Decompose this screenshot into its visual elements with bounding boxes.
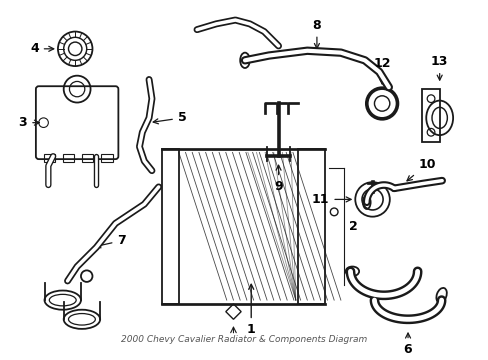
Text: 11: 11 [311, 193, 350, 206]
Text: 2: 2 [348, 220, 357, 233]
Text: 2000 Chevy Cavalier Radiator & Components Diagram: 2000 Chevy Cavalier Radiator & Component… [121, 335, 366, 344]
Bar [43, 154, 55, 162]
Text: 4: 4 [30, 42, 54, 55]
Text: 12: 12 [373, 57, 390, 84]
Text: 8: 8 [312, 19, 321, 49]
Bar [297, 149, 324, 304]
Bar [161, 149, 179, 304]
Bar [62, 154, 74, 162]
Text: 5: 5 [153, 111, 186, 124]
Bar [422, 89, 439, 142]
Text: 10: 10 [406, 158, 435, 181]
Bar [101, 154, 112, 162]
Text: 1: 1 [246, 284, 255, 336]
Text: 9: 9 [274, 165, 282, 193]
Text: 7: 7 [95, 234, 126, 248]
Bar [82, 154, 93, 162]
Text: 3: 3 [19, 116, 40, 129]
Text: 6: 6 [403, 333, 411, 356]
Text: 13: 13 [430, 55, 447, 80]
